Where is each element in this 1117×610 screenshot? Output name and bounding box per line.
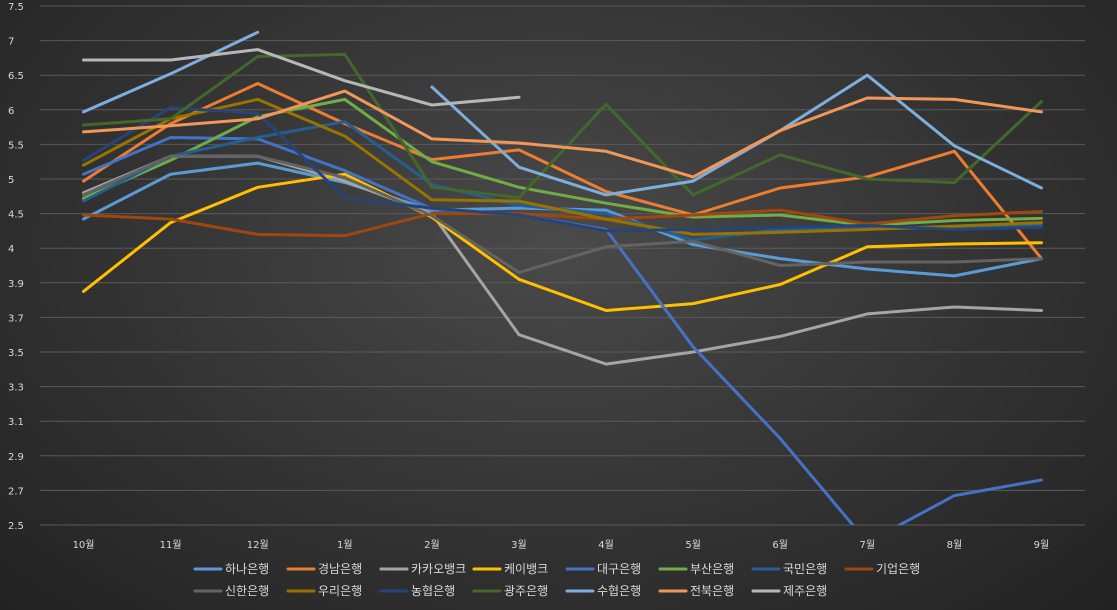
x-tick-label: 10월 — [73, 539, 95, 551]
y-tick-label: 4 — [8, 244, 14, 255]
x-tick-label: 6월 — [772, 539, 788, 551]
legend-label: 기업은행 — [876, 561, 920, 576]
x-tick-label: 2월 — [424, 539, 440, 551]
legend-item: 기업은행 — [844, 561, 920, 576]
series-line-케이뱅크 — [82, 172, 1043, 312]
x-tick-label: 3월 — [511, 539, 527, 551]
y-tick-label: 3.5 — [8, 348, 24, 359]
legend-label: 전북은행 — [690, 583, 734, 598]
y-tick-label: 5 — [8, 175, 14, 186]
legend-label: 농협은행 — [411, 583, 455, 598]
legend-label: 하나은행 — [225, 561, 269, 576]
legend-label: 신한은행 — [225, 583, 269, 598]
legend-label: 경남은행 — [318, 561, 362, 576]
x-tick-label: 7월 — [860, 539, 876, 551]
x-tick-label: 11월 — [160, 539, 182, 551]
series-line-부산은행 — [82, 97, 1043, 227]
x-tick-label: 8월 — [947, 539, 963, 551]
y-tick-label: 2.5 — [8, 521, 24, 532]
legend-label: 수협은행 — [597, 583, 641, 598]
y-tick-label: 7.5 — [8, 2, 24, 13]
legend-item: 신한은행 — [193, 583, 269, 598]
legend-label: 부산은행 — [690, 561, 734, 576]
legend-label: 우리은행 — [318, 583, 362, 598]
legend-label: 케이뱅크 — [504, 562, 548, 576]
y-tick-label: 2.7 — [8, 486, 24, 497]
legend-label: 광주은행 — [504, 583, 548, 598]
y-tick-label: 3.9 — [8, 279, 24, 290]
series-line-농협은행 — [82, 106, 1043, 233]
legend-label: 제주은행 — [783, 583, 827, 598]
y-tick-label: 3.1 — [8, 417, 24, 428]
series-line-수협은행 — [82, 30, 1043, 197]
legend-item: 부산은행 — [658, 561, 734, 576]
series-line-기업은행 — [82, 208, 1043, 238]
legend-label: 국민은행 — [783, 561, 827, 576]
y-tick-label: 2.9 — [8, 452, 24, 463]
legend-item: 대구은행 — [565, 561, 641, 576]
y-tick-label: 6.5 — [8, 71, 24, 82]
x-tick-label: 1월 — [337, 539, 353, 551]
gridlines — [40, 5, 1085, 526]
y-axis-ticks: 2.5 2.7 2.9 3.1 3.3 3.5 3.7 3.9 4 4.5 5 5.5 6 6.5 7 7.5 — [8, 2, 24, 532]
legend-item: 경남은행 — [286, 561, 362, 576]
legend-item: 농협은행 — [379, 583, 455, 598]
series-line-경남은행 — [82, 82, 1043, 261]
legend-item: 제주은행 — [751, 583, 827, 598]
y-tick-label: 7 — [8, 37, 14, 48]
series-line-광주은행 — [82, 52, 1043, 200]
legend-item: 케이뱅크 — [472, 562, 548, 576]
y-tick-label: 6 — [8, 106, 14, 117]
legend-item: 광주은행 — [472, 583, 548, 598]
legend-item: 우리은행 — [286, 583, 362, 598]
series-line-신한은행 — [82, 154, 1043, 274]
legend-item: 국민은행 — [751, 561, 827, 576]
y-tick-label: 4.5 — [8, 210, 24, 221]
legend-label: 대구은행 — [597, 561, 641, 576]
legend-item: 하나은행 — [193, 561, 269, 576]
legend-label: 카카오뱅크 — [411, 562, 466, 576]
legend-item: 전북은행 — [658, 583, 734, 598]
x-tick-label: 12월 — [247, 539, 269, 551]
legend-item: 카카오뱅크 — [379, 562, 466, 576]
y-tick-label: 5.5 — [8, 140, 24, 151]
x-tick-label: 4월 — [598, 539, 614, 551]
series-line-전북은행 — [82, 89, 1043, 179]
series-line-제주은행 — [82, 48, 521, 107]
y-tick-label: 3.7 — [8, 313, 24, 324]
legend-item: 수협은행 — [565, 583, 641, 598]
x-tick-label: 5월 — [685, 539, 701, 551]
x-tick-label: 9월 — [1034, 539, 1050, 551]
x-axis-ticks: 10월 11월 12월 1월 2월 3월 4월 5월 6월 7월 8월 9월 — [73, 539, 1050, 551]
series-lines — [82, 30, 1043, 525]
y-tick-label: 3.3 — [8, 383, 24, 394]
series-line-우리은행 — [82, 97, 1043, 236]
